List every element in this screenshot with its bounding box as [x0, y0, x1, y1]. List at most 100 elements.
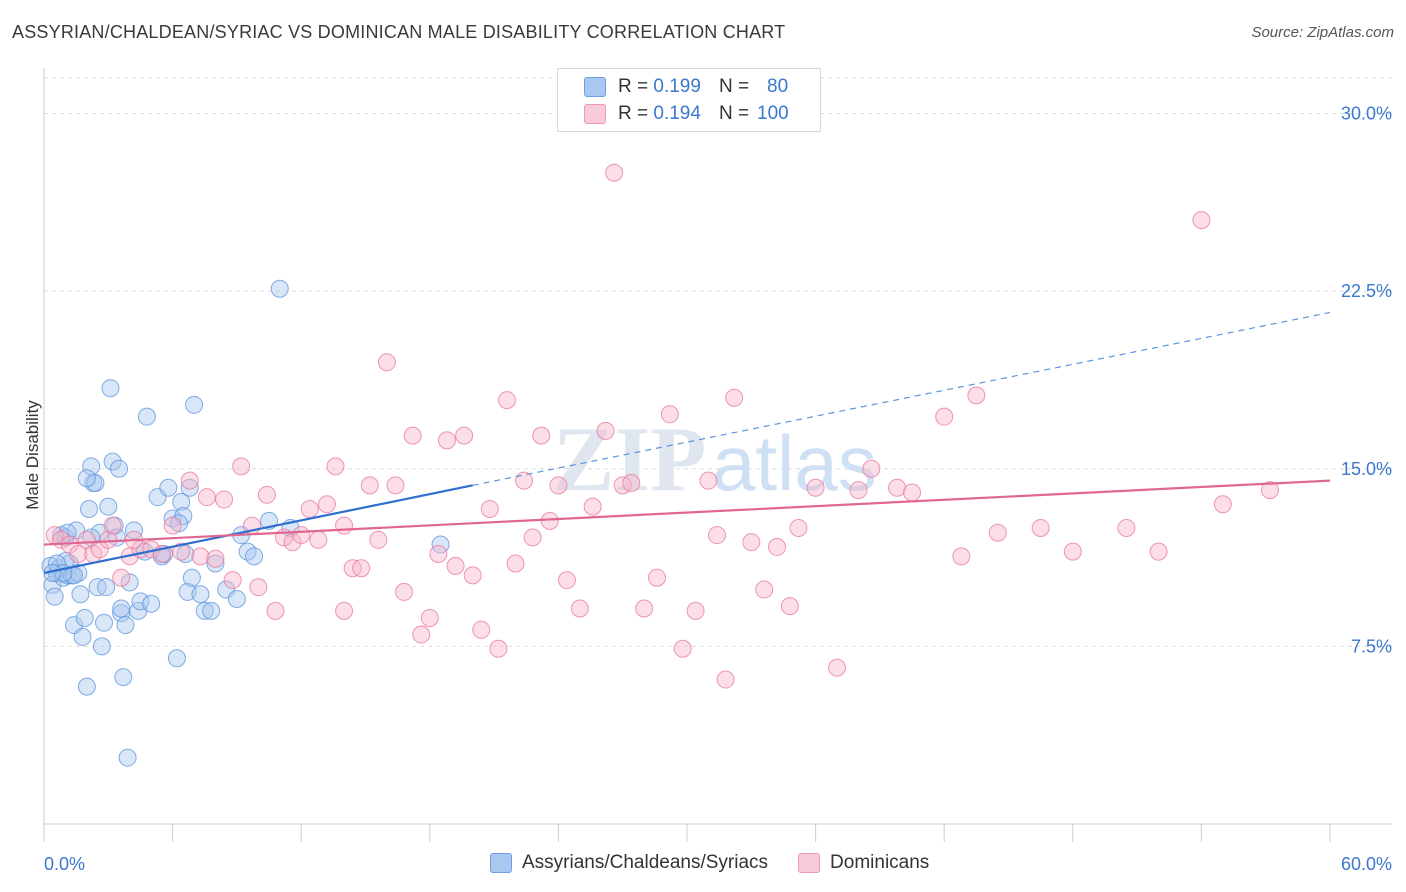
dominican-point [849, 481, 868, 500]
dominican-point [257, 485, 276, 504]
dominican-point [515, 471, 534, 490]
dominican-point [725, 388, 744, 407]
y-tick-label: 22.5% [1341, 281, 1392, 301]
dominican-point [952, 547, 971, 566]
dominican-point [660, 405, 679, 424]
series-swatch-assyrian [490, 853, 512, 873]
assyrian-point [45, 587, 64, 606]
dominican-point [935, 407, 954, 426]
assyrian-point [120, 573, 139, 592]
dominican-point [1063, 542, 1082, 561]
assyrian-point [71, 585, 90, 604]
assyrian-point [110, 459, 129, 478]
dominican-point [686, 601, 705, 620]
assyrian-point [73, 627, 92, 646]
dominican-point [1031, 518, 1050, 537]
assyrian-point [137, 407, 156, 426]
dominican-point [806, 478, 825, 497]
dominican-point [605, 163, 624, 182]
dominican-point [463, 566, 482, 585]
dominican-point [69, 545, 88, 564]
series-legend-label: Dominicans [830, 852, 930, 873]
dominican-point [647, 568, 666, 587]
legend-n-label: N = [718, 76, 750, 97]
series-legend-item-dominican[interactable]: Dominicans [798, 852, 929, 874]
assyrian-point [118, 748, 137, 767]
assyrian-point [99, 497, 118, 516]
watermark-atlas: atlas [712, 419, 877, 507]
dominican-point [191, 547, 210, 566]
series-swatch-dominican [798, 853, 821, 873]
watermark: ZIP atlas [553, 408, 877, 510]
dominican-point [988, 523, 1007, 542]
y-tick-label: 15.0% [1341, 459, 1392, 479]
legend-r-label: R = [618, 76, 649, 97]
dominican-point [903, 483, 922, 502]
dominican-point [596, 421, 615, 440]
assyrian-point [172, 492, 191, 511]
dominican-point [489, 639, 508, 658]
legend-n-label: N = [718, 103, 750, 124]
dominican-point [232, 457, 251, 476]
assyrian-point [270, 279, 289, 298]
assyrian-point [80, 500, 99, 519]
dominican-point [180, 471, 199, 490]
dominican-point [549, 476, 568, 495]
dominican-point [540, 511, 559, 530]
dominican-point [622, 473, 641, 492]
assyrian-point [75, 608, 94, 627]
dominican-point [570, 599, 589, 618]
y-tick-label: 30.0% [1341, 104, 1392, 124]
dominican-point [335, 516, 354, 535]
dominican-point [377, 353, 396, 372]
dominican-point [103, 516, 122, 535]
assyrian-point [245, 547, 264, 566]
dominican-point [429, 545, 448, 564]
dominican-point [309, 530, 328, 549]
assyrian-point [202, 601, 221, 620]
dominican-point [369, 530, 388, 549]
legend-row-dominican: R = 0.194 N = 100 [584, 102, 789, 126]
dominican-point [699, 471, 718, 490]
correlation-legend: R = 0.199 N = 80 R = 0.194 N = 100 [557, 68, 821, 132]
legend-swatch-assyrian [584, 77, 606, 97]
dominican-point [446, 556, 465, 575]
dominican-point [386, 476, 405, 495]
assyrian-point [86, 473, 105, 492]
assyrian-point [92, 637, 111, 656]
dominican-point [420, 608, 439, 627]
dominican-point [523, 528, 542, 547]
assyrian-point [116, 616, 135, 635]
legend-r-value: 0.199 [653, 76, 701, 97]
dominican-point [112, 568, 131, 587]
dominican-point [360, 476, 379, 495]
dominican-point [1192, 211, 1211, 230]
dominican-point [789, 518, 808, 537]
dominican-point [292, 526, 311, 545]
dominican-point [215, 490, 234, 509]
dominican-point [1260, 481, 1279, 500]
legend-row-assyrian: R = 0.199 N = 80 [584, 75, 788, 99]
series-legend-label: Assyrians/Chaldeans/Syriacs [522, 852, 769, 873]
dominican-point [1149, 542, 1168, 561]
dominican-point [172, 542, 191, 561]
dominican-point [352, 559, 371, 578]
assyrian-point [77, 469, 96, 488]
dominican-point [266, 601, 285, 620]
legend-n-value: 80 [767, 76, 789, 97]
dominican-point [1117, 518, 1136, 537]
dominican-point [206, 549, 225, 568]
dominican-point [300, 500, 319, 519]
assyrian-point [191, 585, 210, 604]
assyrian-point [142, 594, 161, 613]
watermark-zip: ZIP [553, 408, 706, 510]
dominican-point [716, 670, 735, 689]
series-legend-item-assyrian[interactable]: Assyrians/Chaldeans/Syriacs [490, 852, 768, 874]
dominican-point [583, 497, 602, 516]
assyrian-point [131, 592, 150, 611]
dominican-point [768, 537, 787, 556]
assyrian-point [163, 509, 182, 528]
dominican-point [326, 457, 345, 476]
legend-n-value: 100 [757, 103, 789, 124]
